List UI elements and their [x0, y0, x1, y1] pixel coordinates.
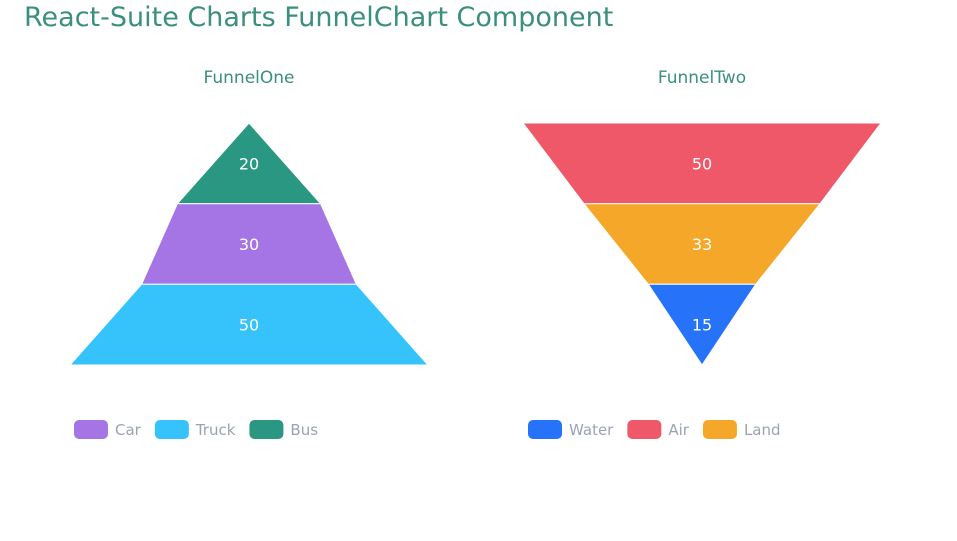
- legend-swatch: [249, 420, 284, 439]
- funnel-chart-one: FunnelOne 20 30 50 Car Truck Bus: [68, 68, 430, 439]
- legend-swatch: [154, 420, 189, 439]
- data-label-truck: 50: [239, 316, 259, 335]
- page-title: React-Suite Charts FunnelChart Component: [24, 2, 614, 33]
- legend-label: Land: [744, 421, 781, 439]
- data-label-bus: 20: [239, 154, 259, 173]
- data-label-land: 33: [692, 235, 712, 254]
- legend-item-bus[interactable]: Bus: [249, 420, 318, 439]
- funnel-segment-water[interactable]: [647, 283, 757, 366]
- legend-swatch: [702, 420, 737, 439]
- legend-swatch: [528, 420, 562, 439]
- legend-label: Air: [668, 421, 689, 439]
- legend-label: Truck: [195, 421, 236, 439]
- legend-swatch: [74, 420, 108, 439]
- funnel-chart-two: FunnelTwo 50 33 15 Water Air Land: [521, 68, 883, 439]
- funnel-segment-truck[interactable]: [68, 283, 430, 366]
- legend-item-air[interactable]: Air: [627, 420, 690, 439]
- legend-label: Car: [115, 421, 142, 439]
- legend-item-truck[interactable]: Truck: [154, 420, 236, 439]
- legend-swatch: [627, 420, 662, 439]
- legend-item-land[interactable]: Land: [702, 420, 781, 439]
- data-label-car: 30: [239, 235, 259, 254]
- data-label-water: 15: [692, 316, 712, 335]
- chart-title: FunnelTwo: [658, 68, 746, 88]
- legend-item-car[interactable]: Car: [74, 420, 142, 439]
- legend-item-water[interactable]: Water: [528, 420, 614, 439]
- legend-label: Bus: [290, 421, 318, 439]
- legend-label: Water: [569, 421, 614, 439]
- data-label-air: 50: [692, 154, 712, 173]
- chart-title: FunnelOne: [204, 68, 295, 88]
